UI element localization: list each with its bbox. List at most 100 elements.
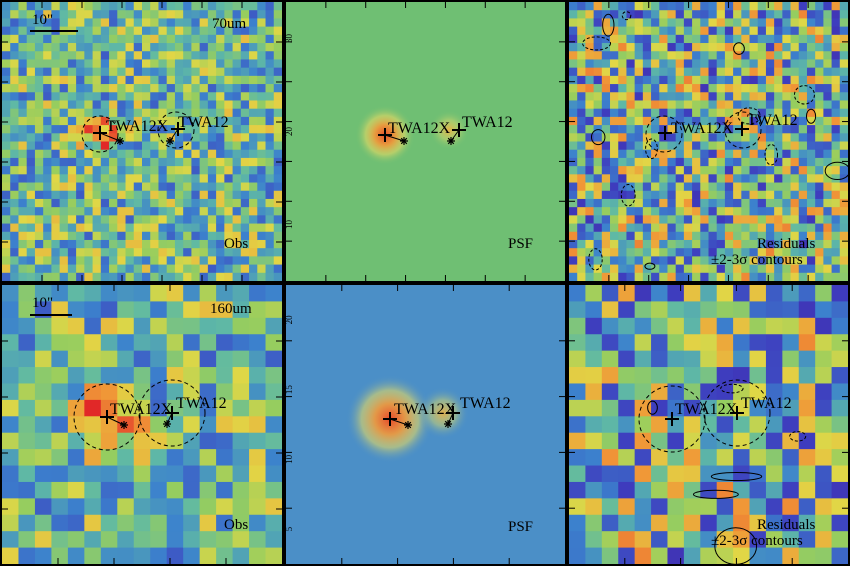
map-pixel xyxy=(749,531,767,548)
map-pixel xyxy=(733,198,742,208)
map-pixel xyxy=(823,223,832,233)
map-pixel xyxy=(659,67,668,77)
map-pixel xyxy=(601,465,619,483)
map-pixel xyxy=(84,531,102,548)
map-pixel xyxy=(183,383,201,401)
map-pixel xyxy=(240,51,250,60)
map-pixel xyxy=(166,317,184,335)
map-pixel xyxy=(18,239,28,249)
map-pixel xyxy=(166,334,184,352)
map-pixel xyxy=(831,190,841,200)
map-pixel xyxy=(831,531,848,548)
map-pixel xyxy=(199,416,217,434)
map-pixel xyxy=(183,367,201,384)
map-pixel xyxy=(191,256,201,265)
map-pixel xyxy=(232,432,250,450)
map-pixel xyxy=(577,59,586,69)
map-pixel xyxy=(2,399,19,417)
map-pixel xyxy=(67,432,85,450)
map-pixel xyxy=(18,449,36,466)
map-pixel xyxy=(683,190,693,200)
map-pixel xyxy=(651,125,660,134)
map-pixel xyxy=(610,84,619,93)
map-pixel xyxy=(125,10,135,19)
map-pixel xyxy=(166,43,176,52)
map-pixel xyxy=(839,223,848,233)
map-pixel xyxy=(659,26,668,36)
map-pixel xyxy=(733,239,742,249)
map-pixel xyxy=(683,59,693,69)
map-pixel xyxy=(249,198,258,208)
obs-70um-map xyxy=(2,2,282,281)
map-pixel xyxy=(577,10,586,19)
map-pixel xyxy=(749,198,759,208)
map-pixel xyxy=(683,399,701,417)
map-pixel xyxy=(92,215,102,224)
map-pixel xyxy=(618,59,627,69)
map-pixel xyxy=(183,149,192,159)
map-pixel xyxy=(618,43,627,52)
map-pixel xyxy=(741,198,750,208)
map-pixel xyxy=(716,256,726,265)
map-pixel xyxy=(700,18,709,28)
map-pixel xyxy=(774,84,783,93)
map-pixel xyxy=(700,116,709,126)
map-pixel xyxy=(207,239,217,249)
map-pixel xyxy=(831,84,841,93)
map-pixel xyxy=(67,301,85,319)
map-pixel xyxy=(174,2,184,11)
map-pixel xyxy=(651,92,660,101)
map-pixel xyxy=(724,239,734,249)
map-pixel xyxy=(774,166,783,175)
map-pixel xyxy=(133,215,143,224)
map-pixel xyxy=(18,43,28,52)
map-pixel xyxy=(806,166,816,175)
map-pixel xyxy=(183,92,192,101)
map-pixel xyxy=(26,264,36,274)
map-pixel xyxy=(585,43,595,52)
map-pixel xyxy=(117,301,135,319)
map-pixel xyxy=(100,547,118,564)
map-pixel xyxy=(174,100,184,110)
map-pixel xyxy=(765,334,783,352)
map-pixel xyxy=(249,264,258,274)
map-pixel xyxy=(634,256,644,265)
map-pixel xyxy=(782,264,791,274)
map-pixel xyxy=(667,285,685,302)
map-pixel xyxy=(692,2,701,11)
map-pixel xyxy=(207,26,217,36)
map-pixel xyxy=(831,248,841,257)
map-pixel xyxy=(749,51,759,60)
map-pixel xyxy=(839,125,848,134)
map-pixel xyxy=(806,248,816,257)
map-pixel xyxy=(601,215,611,224)
map-pixel xyxy=(26,67,36,77)
map-pixel xyxy=(232,498,250,516)
map-pixel xyxy=(765,100,775,110)
map-pixel xyxy=(774,231,783,241)
map-pixel xyxy=(839,84,848,93)
map-pixel xyxy=(10,51,19,60)
map-pixel xyxy=(117,182,126,192)
map-pixel xyxy=(158,256,168,265)
map-pixel xyxy=(84,223,93,233)
map-pixel xyxy=(733,449,750,466)
map-pixel xyxy=(76,198,85,208)
map-pixel xyxy=(618,125,627,134)
map-pixel xyxy=(92,182,102,192)
map-pixel xyxy=(84,239,93,249)
map-pixel xyxy=(18,182,28,192)
map-pixel xyxy=(183,317,201,335)
map-pixel xyxy=(59,231,69,241)
map-pixel xyxy=(651,26,660,36)
map-pixel xyxy=(692,198,701,208)
map-pixel xyxy=(585,133,595,142)
map-pixel xyxy=(700,383,718,401)
map-pixel xyxy=(100,133,110,142)
map-pixel xyxy=(618,10,627,19)
map-pixel xyxy=(216,207,225,216)
map-pixel xyxy=(782,449,800,466)
map-pixel xyxy=(667,547,685,564)
map-pixel xyxy=(158,75,168,85)
map-pixel xyxy=(700,125,709,134)
